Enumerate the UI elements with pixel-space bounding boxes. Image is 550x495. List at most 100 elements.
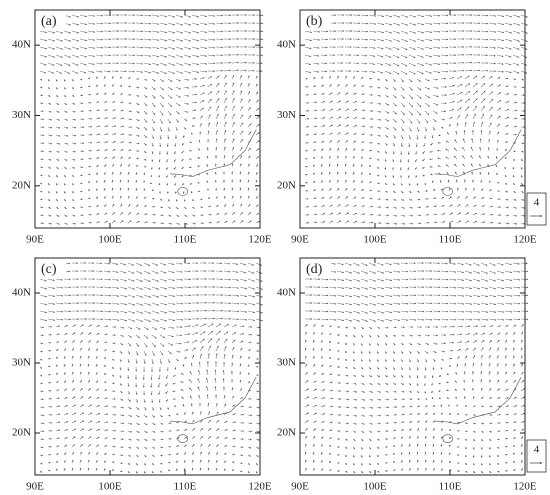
wind-vector [512,54,520,58]
wind-vector [456,262,464,266]
wind-vector [103,117,108,120]
wind-vector [247,310,256,314]
wind-vector [183,38,191,42]
wind-vector [392,382,397,385]
wind-vector [352,462,355,466]
wind-vector [352,220,358,224]
wind-vector [47,469,51,472]
wind-vector [191,214,196,217]
wind-vector [159,270,167,274]
wind-vector [384,334,388,337]
wind-vector [55,429,61,432]
wind-vector [255,107,260,112]
wind-vector [400,30,408,34]
wind-vector [440,358,445,361]
wind-vector [360,117,366,120]
wind-vector [47,365,51,368]
wind-vector [55,325,61,328]
wind-vector [496,92,502,96]
wind-vector [39,94,43,97]
wind-vector [520,262,528,265]
wind-vector [384,222,390,225]
wind-vector [63,94,67,98]
wind-vector [151,62,159,66]
wind-vector [400,198,405,201]
wind-vector [360,350,363,354]
wind-vector [479,163,482,168]
wind-vector [392,214,398,217]
wind-vector [432,318,441,321]
wind-vector [432,412,436,416]
x-tick-label: 100E [363,234,387,246]
wind-vector [472,405,476,408]
wind-vector [191,451,194,456]
wind-vector [143,286,151,290]
wind-vector [392,294,401,297]
wind-vector [400,421,405,424]
wind-vector [440,318,449,321]
wind-vector [368,390,373,393]
wind-vector [400,70,408,75]
wind-vector [416,374,419,379]
wind-vector [520,174,523,178]
wind-vector [320,405,326,408]
wind-vector [320,221,326,224]
wind-vector [432,86,439,89]
wind-vector [328,84,332,88]
wind-vector [183,78,189,81]
wind-vector [111,220,116,224]
wind-vector [135,134,140,137]
wind-vector [320,125,326,128]
wind-vector [336,84,340,88]
wind-vector [159,310,168,314]
wind-vector [312,125,318,128]
wind-vector [151,46,160,50]
wind-vector [472,302,481,306]
wind-vector [463,130,466,136]
wind-vector [400,366,403,371]
wind-vector [151,14,160,17]
wind-vector [239,212,243,216]
wind-vector [416,118,421,124]
wind-vector [422,150,426,154]
wind-vector [392,206,397,209]
wind-vector [199,84,205,88]
wind-vector [392,429,397,432]
wind-vector [95,196,99,200]
x-tick-label: 90E [291,234,309,246]
wind-vector [504,190,508,193]
wind-vector [462,147,466,152]
wind-vector [197,190,201,193]
wind-vector [512,413,517,416]
wind-vector [445,164,450,168]
wind-vector [79,332,84,336]
wind-vector [368,205,373,208]
panel-label: (b) [306,14,323,29]
wind-vector [344,262,352,266]
wind-vector [39,462,43,465]
wind-vector [320,196,325,200]
wind-vector [207,444,211,448]
wind-vector [496,470,500,473]
wind-vector [480,454,483,458]
y-tick-label: 20N [12,427,31,439]
wind-vector [368,326,372,329]
wind-vector [384,374,388,378]
panel-frame [299,9,526,229]
wind-vector [384,46,392,50]
wind-vector [384,134,389,138]
wind-vector [215,130,218,136]
wind-vector [199,411,202,416]
wind-vector [472,187,475,192]
wind-vector [239,470,243,473]
wind-vector [328,405,334,408]
wind-vector [424,412,428,416]
wind-vector [239,138,243,144]
wind-vector [488,30,497,33]
wind-vector [384,118,390,122]
wind-vector [312,172,315,176]
wind-vector [432,38,441,41]
wind-vector [87,363,90,368]
wind-vector [488,14,497,17]
wind-vector [392,94,397,99]
